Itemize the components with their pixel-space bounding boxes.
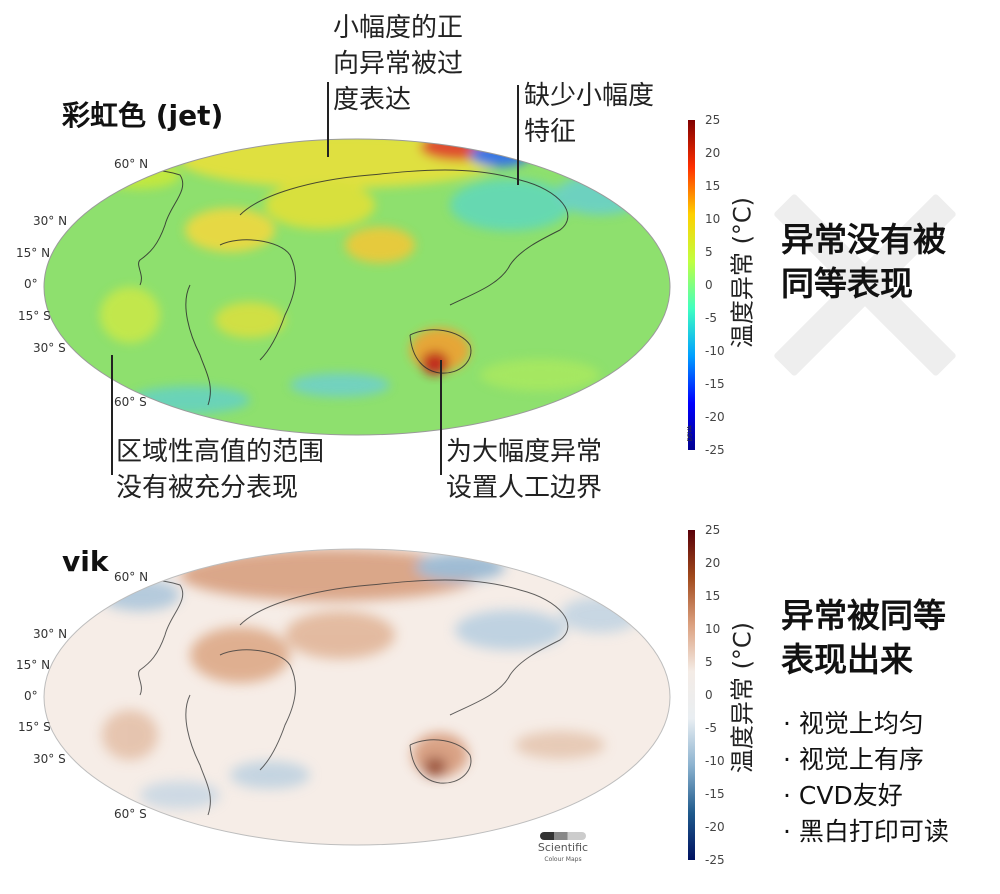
credit-line-2: Colour Maps — [544, 856, 582, 863]
vik-colorbar — [688, 530, 695, 860]
colorbar-tick-label: -5 — [705, 721, 717, 735]
dsva-mark: DSVA — [686, 425, 694, 442]
colorbar-tick-label: -5 — [705, 311, 717, 325]
colorbar-tick-label: 25 — [705, 113, 721, 127]
logo-bars — [540, 832, 586, 840]
scientific-colour-maps-logo: Scientific Colour Maps — [536, 832, 590, 866]
vik-colorbar-ticks: 25 20 15 10 5 0 -5 -10 -15 -20 -25 — [705, 523, 735, 867]
leader-line — [327, 82, 329, 157]
lat-label-30n: 30° N — [33, 627, 68, 641]
lat-label-15n: 15° N — [16, 658, 51, 672]
lat-label-0: 0° — [24, 689, 38, 703]
lat-label-60n: 60° N — [114, 570, 149, 584]
colorbar-tick-label: -25 — [705, 853, 725, 867]
lat-label-30s: 30° S — [33, 752, 66, 766]
colorbar-tick-label: 15 — [705, 179, 721, 193]
colorbar-tick-label: 0 — [705, 278, 713, 292]
annotation-underrepresented: 区域性高值的范围 没有被充分表现 — [116, 437, 325, 503]
jet-verdict: 异常没有被 同等表现 — [781, 220, 946, 303]
benefit-item: · 黑白打印可读 — [783, 817, 949, 846]
benefit-item: · 视觉上有序 — [783, 745, 924, 774]
vik-panel-label: vik — [62, 545, 109, 578]
leader-line — [440, 360, 442, 475]
colorbar-tick-label: 15 — [705, 589, 721, 603]
lat-label-15s: 15° S — [18, 309, 51, 323]
colorbar-tick-label: -15 — [705, 787, 725, 801]
benefit-item: · 视觉上均匀 — [783, 709, 924, 738]
colorbar-tick-label: 0 — [705, 688, 713, 702]
vik-colorbar-title-wrap: 温度异常 (°C) — [720, 600, 760, 790]
colorbar-tick-label: -20 — [705, 410, 725, 424]
credit-line-1: Scientific — [537, 841, 589, 854]
colorbar-tick-label: 25 — [705, 523, 721, 537]
colorbar-tick-label: 10 — [705, 622, 721, 636]
jet-colorbar-title-wrap: 温度异常 (°C) — [720, 175, 760, 365]
vik-benefits-list: · 视觉上均匀 · 视觉上有序 · CVD友好 · 黑白打印可读 — [783, 706, 949, 850]
annotation-artificial-boundary: 为大幅度异常 设置人工边界 — [446, 437, 603, 503]
leader-line — [517, 85, 519, 185]
vik-verdict: 异常被同等 表现出来 — [781, 596, 946, 679]
lat-label-30s: 30° S — [33, 341, 66, 355]
vik-colorbar-title: 温度异常 (°C) — [728, 621, 757, 774]
colorbar-tick-label: -20 — [705, 820, 725, 834]
benefit-item: · CVD友好 — [783, 781, 903, 810]
lat-label-60s: 60° S — [114, 395, 147, 409]
annotation-overexpressed: 小幅度的正 向异常被过 度表达 — [333, 13, 464, 115]
jet-anomaly-map — [43, 138, 671, 436]
lat-label-15n: 15° N — [16, 246, 51, 260]
leader-line — [111, 355, 113, 475]
colorbar-tick-label: 10 — [705, 212, 721, 226]
vik-anomaly-map — [43, 548, 671, 846]
jet-colorbar-title: 温度异常 (°C) — [728, 196, 757, 349]
jet-colorbar — [688, 120, 695, 450]
colorbar-tick-label: -10 — [705, 344, 725, 358]
lat-label-0: 0° — [24, 277, 38, 291]
colorbar-tick-label: -25 — [705, 443, 725, 457]
colorbar-tick-label: 20 — [705, 556, 721, 570]
colorbar-tick-label: -15 — [705, 377, 725, 391]
lat-label-15s: 15° S — [18, 720, 51, 734]
colorbar-tick-label: 5 — [705, 655, 713, 669]
jet-panel-label: 彩虹色 (jet) — [62, 99, 224, 132]
colorbar-tick-label: 20 — [705, 146, 721, 160]
jet-colorbar-ticks: 25 20 15 10 5 0 -5 -10 -15 -20 -25 — [705, 113, 735, 457]
colorbar-tick-label: -10 — [705, 754, 725, 768]
annotation-missing-small: 缺少小幅度 特征 — [524, 81, 655, 147]
lat-label-60n: 60° N — [114, 157, 149, 171]
lat-label-60s: 60° S — [114, 807, 147, 821]
lat-label-30n: 30° N — [33, 214, 68, 228]
colorbar-tick-label: 5 — [705, 245, 713, 259]
